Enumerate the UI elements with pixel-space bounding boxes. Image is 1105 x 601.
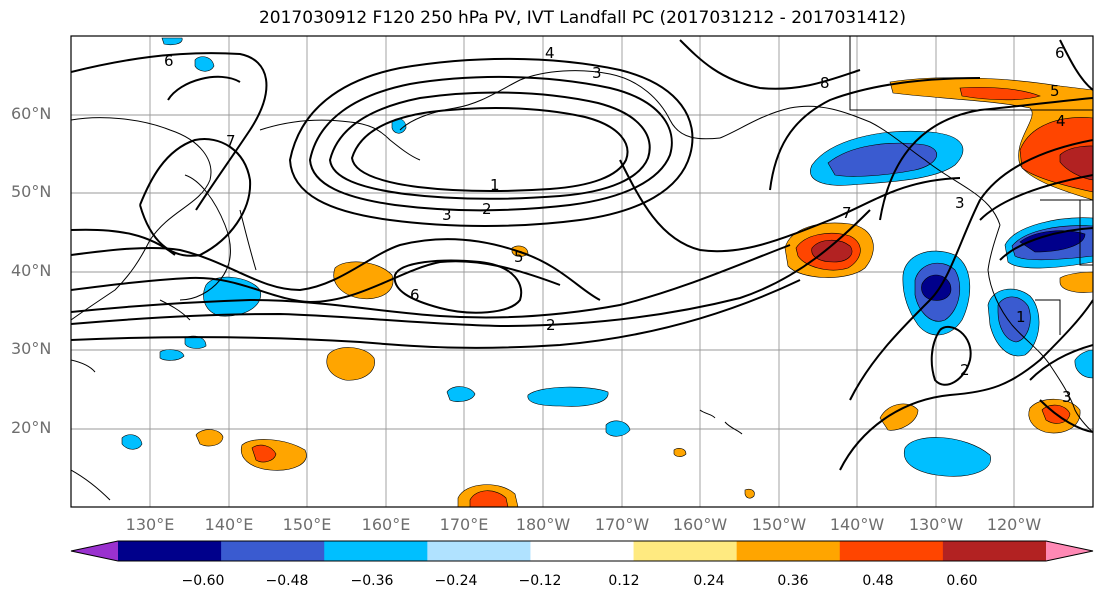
colorbar-segment	[736, 541, 841, 561]
lat-label: 20°N	[11, 418, 52, 437]
colorbar-tick: 0.12	[608, 573, 640, 589]
lat-label: 50°N	[11, 182, 52, 201]
contour-label: 3	[1062, 388, 1072, 406]
lat-label: 40°N	[11, 261, 52, 280]
colorbar-segment	[324, 541, 428, 561]
lon-label: 170°E	[439, 515, 489, 534]
lon-label: 120°W	[986, 515, 1042, 534]
colorbar-tick: −0.12	[518, 573, 562, 589]
colorbar-extend-low	[71, 541, 118, 561]
colorbar-segment	[633, 541, 738, 561]
lon-label: 130°E	[125, 515, 175, 534]
colorbar-segment	[530, 541, 635, 561]
contour-label: 3	[442, 206, 452, 224]
contour-label: 6	[164, 52, 174, 70]
contour-label: 3	[592, 64, 602, 82]
ivt-shading	[121, 37, 1093, 507]
contour-label: 6	[1055, 44, 1065, 62]
colorbar-segment	[118, 541, 222, 561]
lat-label: 60°N	[11, 104, 52, 123]
contour-label: 2	[482, 200, 492, 218]
contour-label: 1	[490, 176, 500, 194]
contour-label: 2	[960, 361, 970, 379]
colorbar-segment	[942, 541, 1047, 561]
contour-label: 8	[820, 74, 830, 92]
colorbar-segment	[221, 541, 325, 561]
pv-contours	[71, 39, 1093, 471]
colorbar-segment	[839, 541, 944, 561]
contour-label-layer: 6 4 3 8 5 6 4 7 1 2 3 5 6 2 7 3 2 1 3	[164, 44, 1072, 406]
colorbar-segment	[427, 541, 531, 561]
colorbar-extend-high	[1046, 541, 1093, 561]
lon-label: 160°W	[672, 515, 728, 534]
colorbar-tick: 0.60	[946, 573, 978, 589]
lat-label: 30°N	[11, 339, 52, 358]
map-frame	[70, 35, 1094, 508]
lon-label: 160°E	[361, 515, 411, 534]
contour-label: 6	[410, 286, 420, 304]
lon-label: 130°W	[908, 515, 964, 534]
contour-label: 1	[1016, 308, 1026, 326]
contour-label: 3	[955, 194, 965, 212]
colorbar-tick: 0.24	[693, 573, 725, 589]
colorbar-tick: −0.24	[434, 573, 478, 589]
colorbar-tick: 0.36	[777, 573, 809, 589]
contour-label: 4	[1056, 112, 1066, 130]
colorbar-outline	[70, 540, 1094, 562]
lon-label: 150°W	[751, 515, 807, 534]
negative-anomaly-subtropics	[527, 386, 609, 407]
contour-label: 5	[514, 248, 524, 266]
colorbar-tick: −0.60	[181, 573, 225, 589]
contour-label: 7	[842, 204, 852, 222]
colorbar-tick: −0.48	[265, 573, 309, 589]
contour-label: 2	[546, 316, 556, 334]
colorbar-tick: 0.48	[862, 573, 894, 589]
lon-label: 150°E	[282, 515, 332, 534]
coastlines	[71, 36, 1093, 501]
contour-label: 5	[1050, 82, 1060, 100]
contour-label: 7	[226, 132, 236, 150]
lon-label: 140°W	[829, 515, 885, 534]
contour-label: 4	[545, 44, 555, 62]
lon-label: 170°W	[594, 515, 650, 534]
colorbar-tick: −0.36	[350, 573, 394, 589]
lon-label: 140°E	[204, 515, 254, 534]
map-title: 2017030912 F120 250 hPa PV, IVT Landfall…	[258, 8, 906, 28]
lon-label: 180°W	[515, 515, 571, 534]
